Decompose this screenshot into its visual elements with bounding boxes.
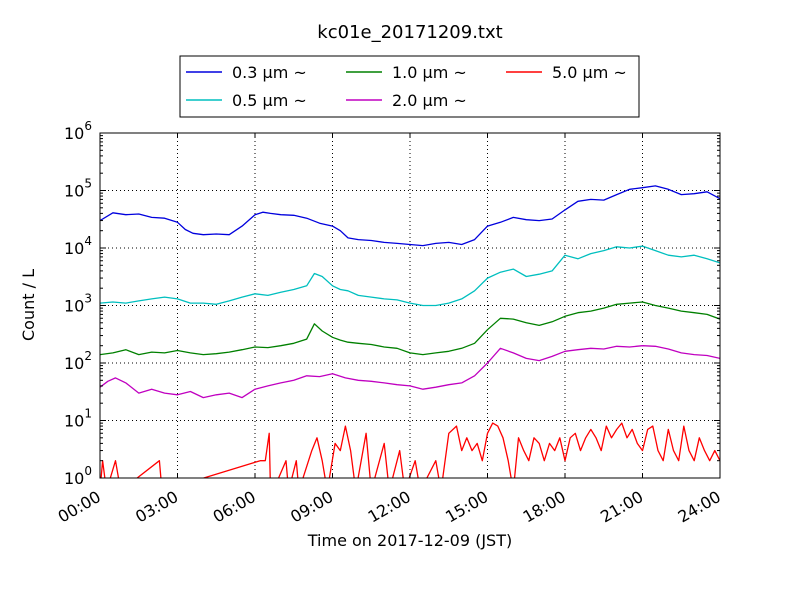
series-line-1 xyxy=(100,245,720,307)
y-tick-label: 104 xyxy=(64,234,92,258)
y-tick-exponent: 5 xyxy=(84,177,92,191)
grid-lines xyxy=(100,133,720,478)
y-tick-base: 10 xyxy=(64,182,84,201)
y-tick-exponent: 3 xyxy=(84,292,92,306)
series-line-2 xyxy=(100,301,720,356)
y-tick-label: 105 xyxy=(64,177,92,201)
legend-label-0: 0.3 μm ~ xyxy=(232,63,307,82)
x-axis-label: Time on 2017-12-09 (JST) xyxy=(307,531,512,550)
series-line-3 xyxy=(100,345,720,399)
y-tick-base: 10 xyxy=(64,412,84,431)
series-layer xyxy=(100,185,720,478)
y-tick-label: 103 xyxy=(64,292,92,316)
y-axis-label: Count / L xyxy=(19,269,38,341)
y-tick-base: 10 xyxy=(64,354,84,373)
legend-label-4: 5.0 μm ~ xyxy=(552,63,627,82)
y-tick-label: 102 xyxy=(64,349,92,373)
y-tick-exponent: 4 xyxy=(84,234,92,248)
legend-label-1: 0.5 μm ~ xyxy=(232,91,307,110)
y-tick-base: 10 xyxy=(64,239,84,258)
y-tick-label: 106 xyxy=(64,119,92,143)
chart-title: kc01e_20171209.txt xyxy=(317,22,502,43)
series-line-0 xyxy=(100,185,720,247)
y-tick-label: 100 xyxy=(64,464,92,488)
y-tick-base: 10 xyxy=(64,124,84,143)
y-tick-label: 101 xyxy=(64,407,92,431)
y-tick-exponent: 2 xyxy=(84,349,92,363)
legend: 0.3 μm ~ 0.5 μm ~ 1.0 μm ~ 2.0 μm ~ 5.0 μm ~ xyxy=(179,55,640,118)
y-tick-base: 10 xyxy=(64,469,84,488)
y-tick-exponent: 1 xyxy=(84,407,92,421)
y-tick-base: 10 xyxy=(64,297,84,316)
y-tick-exponent: 6 xyxy=(84,119,92,133)
y-tick-exponent: 0 xyxy=(84,464,92,478)
legend-label-3: 2.0 μm ~ xyxy=(392,91,467,110)
legend-box xyxy=(179,55,640,118)
series-line-4 xyxy=(100,422,720,478)
legend-label-2: 1.0 μm ~ xyxy=(392,63,467,82)
